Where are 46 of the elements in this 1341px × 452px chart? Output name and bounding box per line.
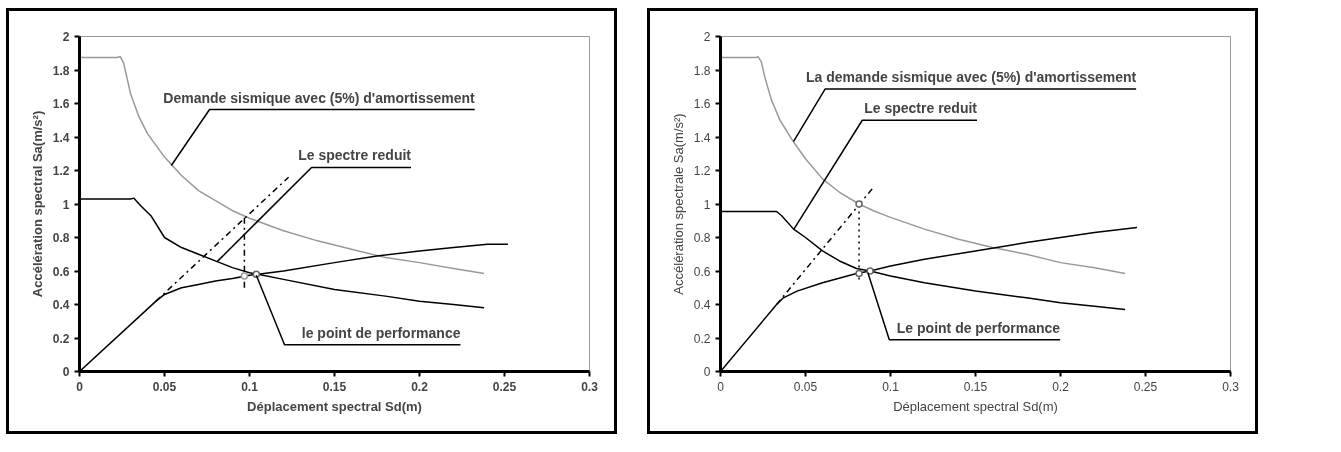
x-tick-label: 0.1 [241,379,259,394]
y-tick-label: 1 [62,197,70,212]
y-tick-label: 1 [703,197,711,212]
x-tick-label: 0.15 [322,379,347,394]
y-tick-label: 1.2 [693,164,711,178]
y-tick-label: 1.8 [52,63,70,78]
y-tick-label: 0.2 [52,331,70,346]
annotation: Le spectre reduit [864,100,978,117]
y-tick-label: 1.8 [693,63,711,78]
y-tick-label: 0.4 [52,298,70,312]
y-tick-label: 0.4 [693,298,711,312]
y-tick-label: 2 [703,30,711,44]
y-tick-label: 2 [62,30,70,44]
y-tick-label: 1.4 [52,130,70,145]
y-tick-label: 0.6 [52,264,70,279]
x-tick-label: 0.05 [793,379,818,394]
annotation: le point de performance [301,324,461,341]
y-tick-label: 1.6 [52,97,70,111]
x-tick-label: 0 [717,379,725,394]
x-tick-label: 0.3 [1222,379,1240,394]
x-tick-label: 0.25 [1133,379,1158,394]
y-tick-label: 0 [62,365,70,379]
x-tick-label: 0.2 [1052,379,1070,394]
annotation: Demande sismique avec (5%) d'amortissement [163,89,476,106]
y-axis-title: Accélération spectrale Sa(m/s²) [670,113,686,295]
x-axis-title: Déplacement spectral Sd(m) [247,398,422,414]
annotation: Le point de performance [896,319,1061,336]
x-tick-label: 0.3 [581,379,599,394]
y-tick-label: 1.4 [693,130,711,145]
y-tick-label: 0.8 [52,231,70,245]
annotation: La demande sismique avec (5%) d'amortissement [806,69,1137,86]
y-tick-label: 0.6 [693,264,711,279]
x-tick-label: 0.15 [963,379,988,394]
x-tick-label: 0.2 [411,379,429,394]
y-tick-label: 0 [703,365,711,379]
x-axis-title: Déplacement spectral Sd(m) [893,398,1058,414]
y-axis-title: Accélération spectral Sa(m/s²) [29,110,45,298]
annotation: Le spectre reduit [298,147,412,164]
x-tick-label: 0 [76,379,84,394]
y-tick-label: 1.2 [52,164,70,178]
y-tick-label: 0.8 [693,231,711,245]
y-tick-label: 1.6 [693,97,711,111]
x-tick-label: 0.1 [882,379,900,394]
x-tick-label: 0.05 [152,379,177,394]
x-tick-label: 0.25 [492,379,517,394]
y-tick-label: 0.2 [693,331,711,346]
